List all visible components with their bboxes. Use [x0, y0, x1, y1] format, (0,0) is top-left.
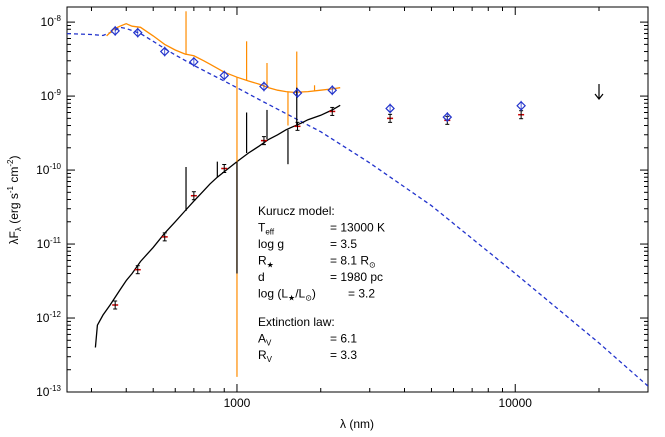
annotation-param-label: d [258, 270, 265, 284]
annotation-extinction-label: AV [258, 332, 272, 348]
annotation-extinction-title: Extinction law: [258, 315, 335, 329]
annotation-extinction-value: = 3.3 [330, 348, 357, 362]
annotation-param-label: R★ [258, 254, 274, 270]
annotation-param-value: = 13000 K [330, 221, 385, 235]
model-annotation: Kurucz model: Teff = 13000 K log g = 3.5 R★ = … [258, 204, 385, 364]
kurucz-model-line [67, 26, 648, 387]
annotation-model-title: Kurucz model: [258, 204, 335, 218]
plot-marks [67, 11, 648, 387]
y-tick-label: 10-8 [41, 14, 62, 29]
x-axis-label: λ (nm) [340, 417, 374, 431]
annotation-extinction-value: = 6.1 [330, 332, 357, 346]
annotation-param-label: Teff [258, 221, 275, 237]
annotation-param-value: = 3.5 [330, 237, 357, 251]
svg-text:λFλ (erg s-1 cm-2): λFλ (erg s-1 cm-2) [6, 156, 23, 245]
upper-limit-arrowhead [594, 93, 604, 100]
y-axis-label: λFλ (erg s-1 cm-2) [6, 156, 23, 245]
y-tick-label: 10-12 [36, 310, 61, 325]
annotation-extinction-label: RV [258, 348, 273, 364]
x-tick-label: 10000 [499, 396, 533, 410]
y-tick-label: 10-13 [36, 384, 61, 399]
photometry-points [110, 25, 604, 310]
y-tick-label: 10-10 [36, 162, 61, 177]
y-tick-label: 10-9 [41, 88, 62, 103]
annotation-param-value: = 3.2 [348, 287, 375, 301]
annotation-param-label: log (L★/L⊙) [258, 287, 316, 303]
observed-spectrum-line [94, 104, 341, 348]
annotation-param-value: = 1980 pc [330, 270, 383, 284]
plot-frame [66, 6, 649, 393]
annotation-param-value: = 8.1 R⊙ [330, 254, 376, 270]
y-tick-label: 10-11 [37, 236, 62, 251]
x-tick-label: 1000 [224, 396, 251, 410]
annotation-param-label: log g [258, 237, 284, 251]
